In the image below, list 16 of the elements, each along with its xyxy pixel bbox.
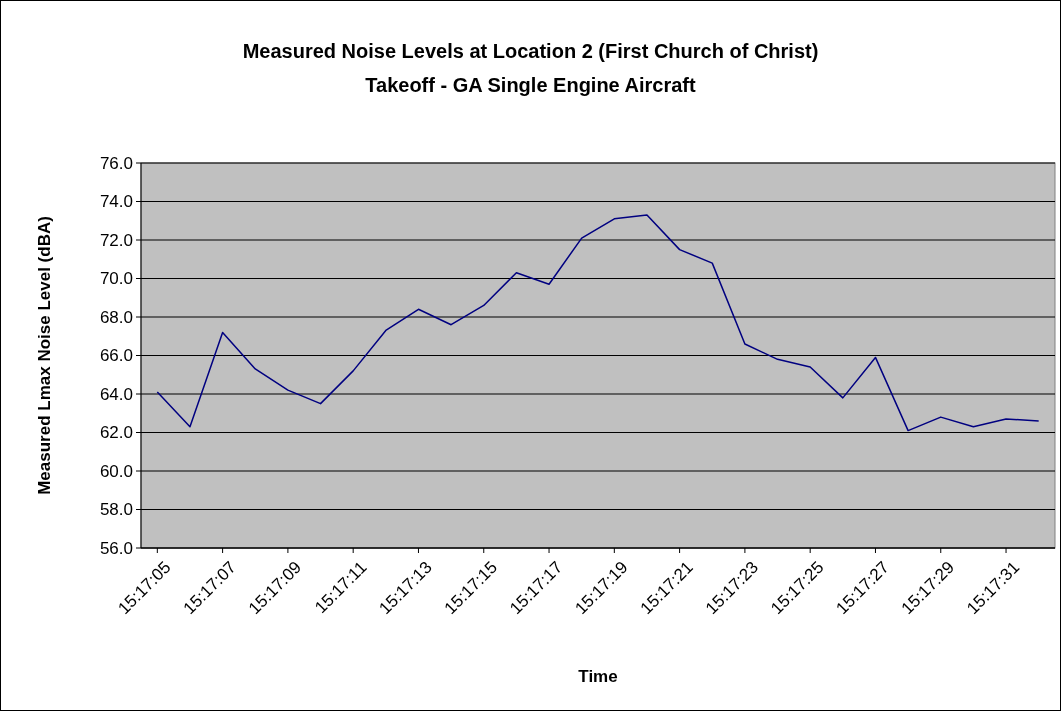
chart-subtitle: Takeoff - GA Single Engine Aircraft: [365, 74, 697, 96]
y-tick-label: 74.0: [99, 192, 133, 212]
x-axis-title: Time: [578, 667, 618, 686]
y-tick-label: 64.0: [99, 384, 133, 404]
y-tick-label: 68.0: [99, 307, 133, 327]
y-tick-label: 60.0: [99, 461, 133, 481]
chart-title: Measured Noise Levels at Location 2 (First Church of Christ): [242, 40, 819, 62]
y-tick-label: 70.0: [99, 269, 133, 289]
y-tick-label: 76.0: [99, 153, 133, 173]
y-axis-title: Measured Lmax Noise Level (dBA): [35, 216, 54, 495]
line-series: [156, 214, 1040, 432]
y-tick-label: 72.0: [99, 230, 133, 250]
y-tick-label: 56.0: [99, 538, 133, 558]
y-tick-label: 62.0: [99, 423, 133, 443]
y-tick-label: 66.0: [99, 346, 133, 366]
y-tick-label: 58.0: [99, 500, 133, 520]
